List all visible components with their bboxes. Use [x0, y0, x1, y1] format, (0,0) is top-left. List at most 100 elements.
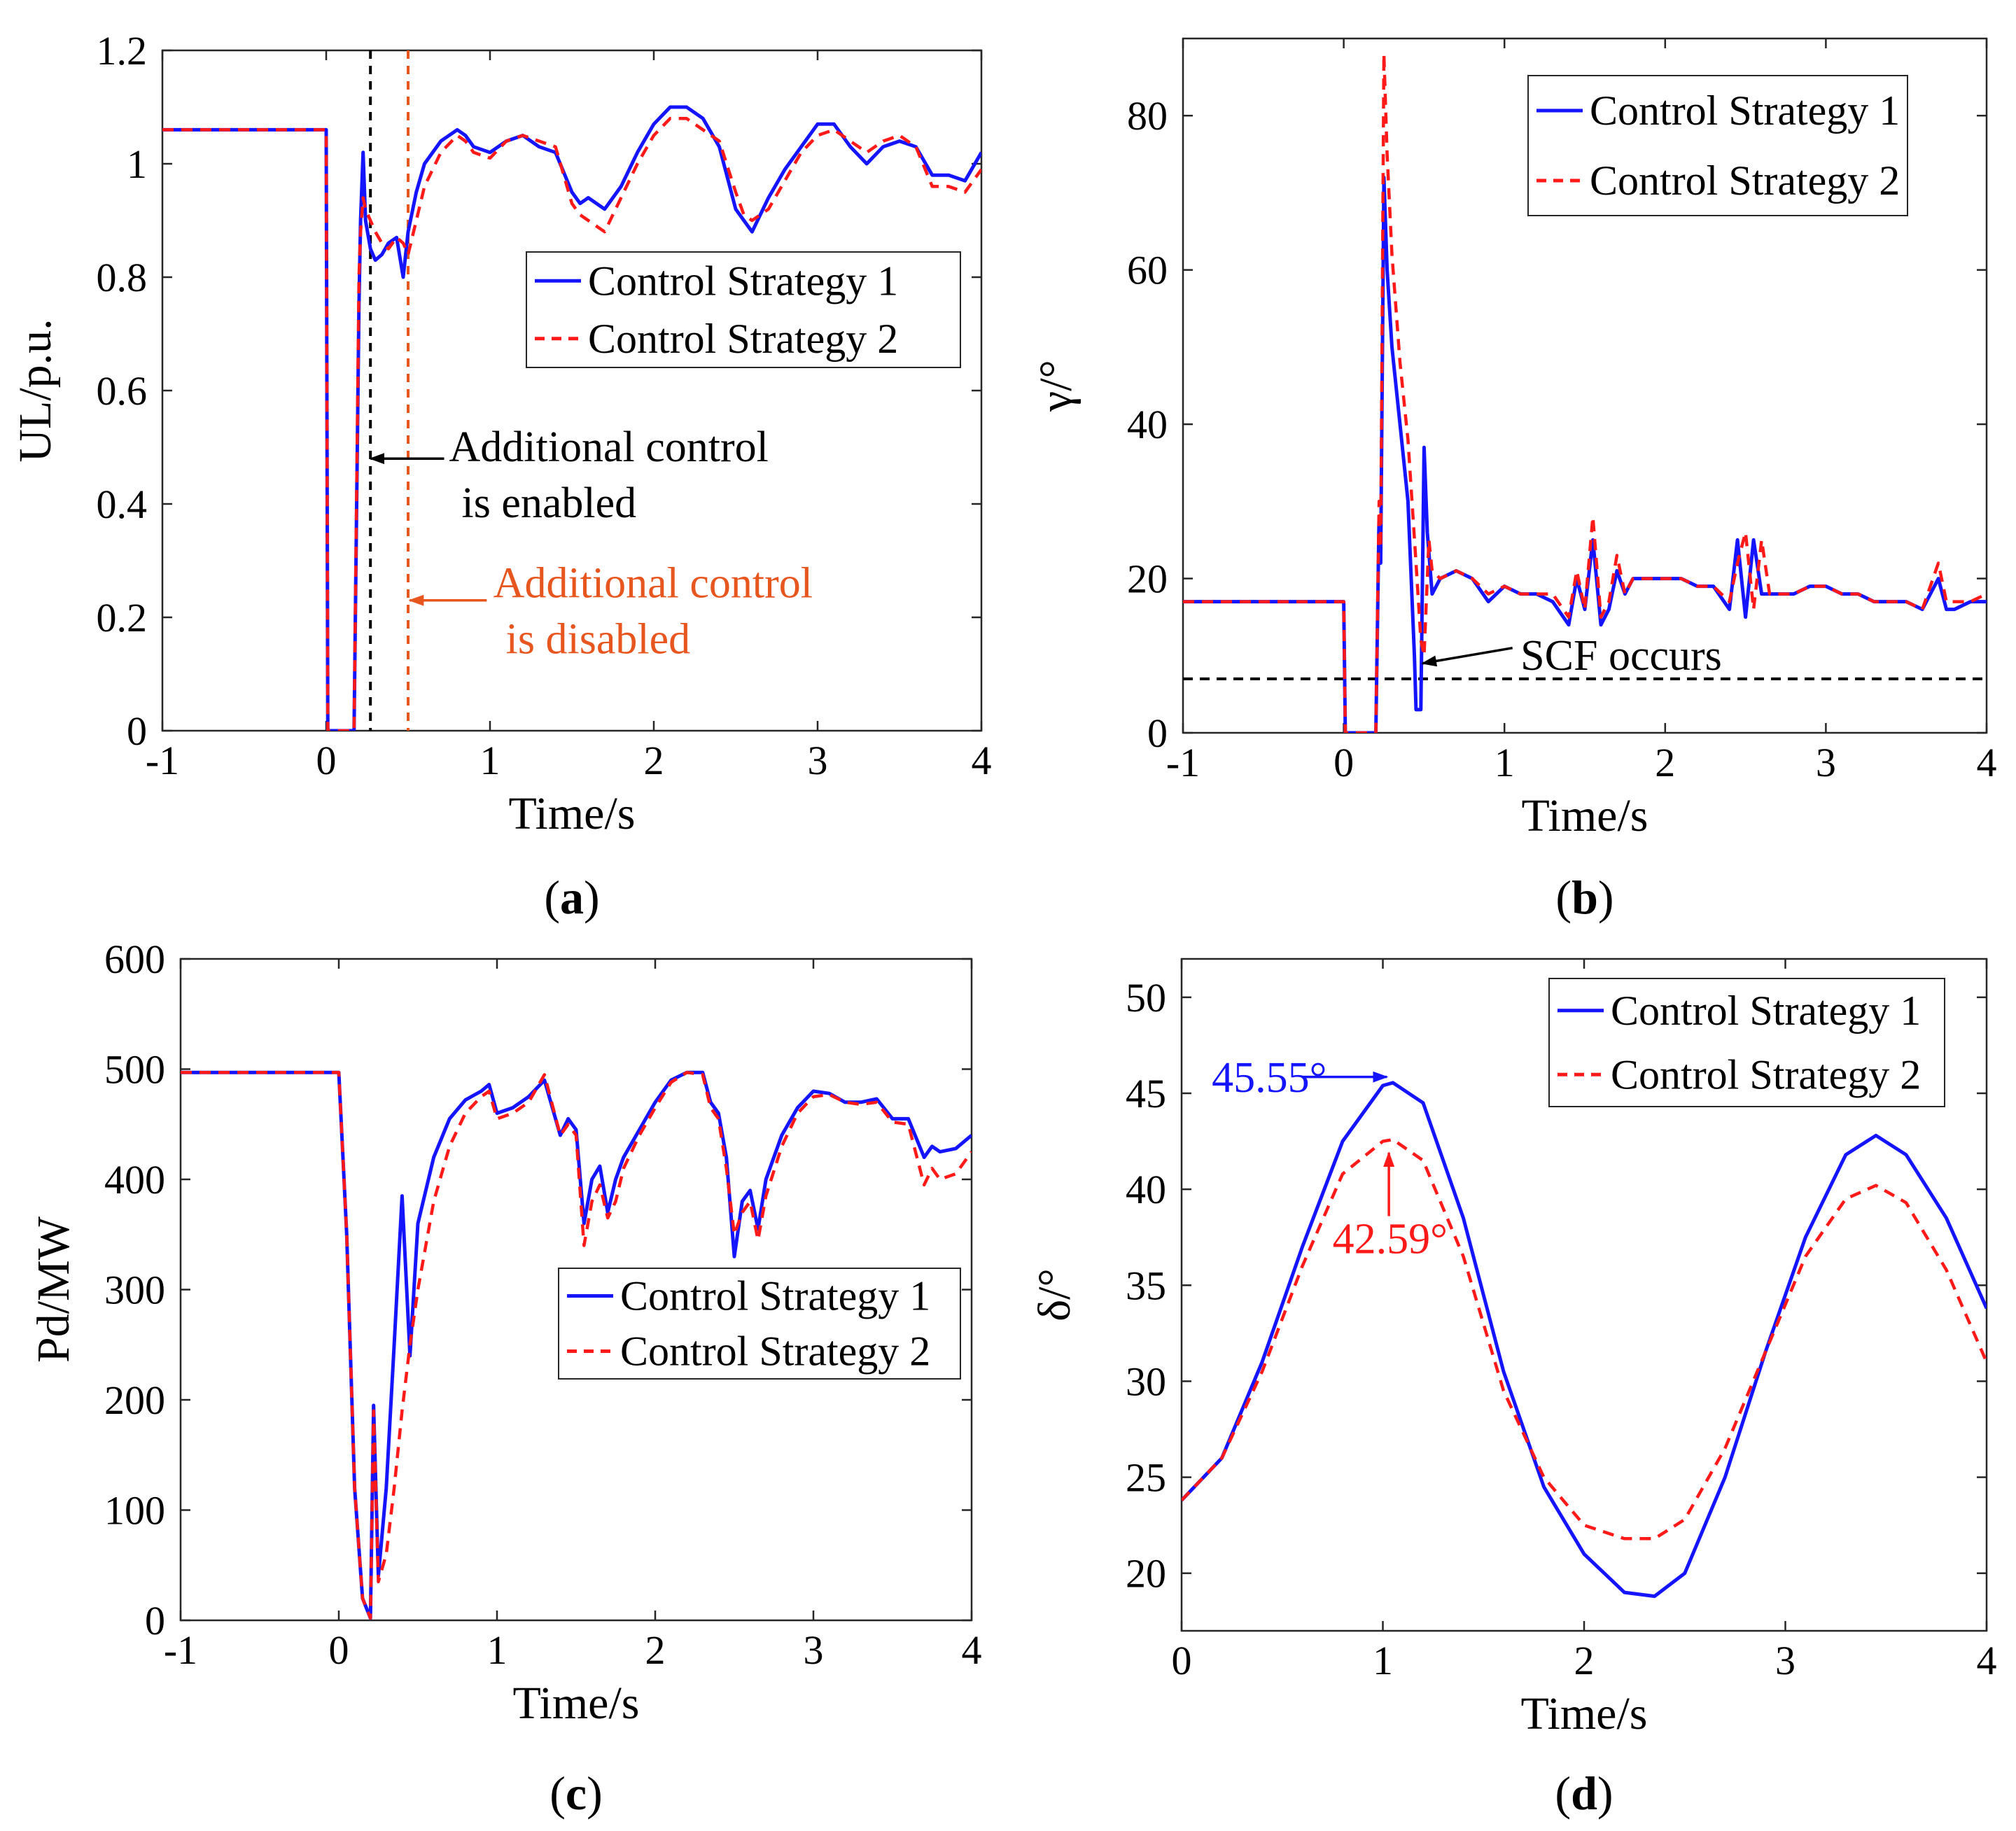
axes-frame [1182, 37, 1988, 734]
legend-box [1548, 978, 1945, 1107]
legend-label-2: Control Strategy 2 [620, 1328, 930, 1375]
y-tick-label: 0.4 [97, 482, 148, 527]
annotation-text: is enabled [462, 479, 637, 527]
legend: Control Strategy 1 Control Strategy 2 [558, 1268, 961, 1380]
y-tick-label: 0 [145, 1598, 165, 1643]
plot-area [1183, 52, 1987, 733]
series-line-1 [1183, 175, 1987, 733]
x-tick-label: 1 [480, 738, 500, 783]
y-axis-label: γ/° [1030, 360, 1082, 412]
annotation-text: 45.55° [1212, 1054, 1326, 1102]
x-tick-label: 0 [1334, 740, 1354, 785]
plot-area [162, 50, 981, 731]
x-tick-label: 3 [1816, 740, 1836, 785]
y-tick-label: 0 [127, 708, 147, 754]
panel-label: (d) [1555, 1767, 1613, 1820]
y-tick-label: 60 [1127, 248, 1168, 293]
panel-letter: c [566, 1767, 587, 1820]
y-tick-label: 100 [104, 1488, 165, 1534]
series-line-2 [1182, 1137, 1987, 1541]
x-tick-label: 2 [1655, 740, 1675, 785]
legend-box [558, 1268, 961, 1380]
x-tick-label: 2 [645, 1627, 666, 1673]
annotation-arrow [1421, 647, 1513, 667]
x-tick-label: 1 [487, 1627, 507, 1673]
plot-area [1182, 1081, 1987, 1599]
x-tick-label: 4 [1977, 740, 1997, 785]
x-axis-label: Time/s [513, 1678, 640, 1729]
annotation-text: Additional control [449, 423, 769, 471]
legend-label-1: Control Strategy 1 [620, 1273, 930, 1319]
panel-d: 0 1 2 3 4 20 25 30 35 40 45 50 Time/s δ/° (d) 45.55° 42.… [1029, 957, 1997, 1820]
x-axis-label: Time/s [1521, 1688, 1648, 1739]
x-tick-label: 1 [1373, 1638, 1393, 1683]
x-tick-label: 1 [1494, 740, 1515, 785]
y-tick-label: 1 [127, 141, 147, 187]
y-tick-label: 20 [1126, 1551, 1166, 1597]
y-tick-label: 50 [1126, 975, 1166, 1020]
series-line-2 [181, 1070, 972, 1620]
x-tick-label: 2 [1574, 1638, 1595, 1683]
legend-box [1527, 75, 1908, 216]
x-tick-label: 0 [1172, 1638, 1192, 1683]
y-tick-label: 300 [104, 1268, 165, 1313]
series-line-2 [162, 116, 981, 731]
plot-area [181, 1070, 972, 1620]
series-line-2 [1183, 52, 1987, 733]
x-tick-label: 4 [1977, 1638, 1997, 1683]
x-tick-label: 0 [316, 738, 337, 783]
annotation-text: is disabled [506, 615, 690, 663]
legend-label-2: Control Strategy 2 [1611, 1051, 1921, 1097]
series-line-1 [1182, 1081, 1987, 1599]
legend-label-2: Control Strategy 2 [1590, 157, 1900, 204]
panels-group: -1 0 1 2 3 400.20.40.60.811.2Time/sUL/p.u.(a)… [10, 28, 1997, 1820]
y-tick-label: 200 [104, 1377, 165, 1423]
y-tick-label: 0 [1147, 710, 1168, 756]
y-tick-label: 500 [104, 1047, 165, 1093]
legend-label-1: Control Strategy 1 [588, 258, 898, 304]
panel-label: (a) [544, 871, 599, 924]
y-tick-label: 30 [1126, 1359, 1166, 1404]
x-tick-label: -1 [164, 1627, 197, 1673]
legend: Control Strategy 1 Control Strategy 2 [526, 251, 961, 368]
y-tick-label: 20 [1127, 556, 1168, 602]
x-tick-label: 3 [804, 1627, 824, 1673]
y-tick-label: 40 [1126, 1167, 1166, 1212]
legend-label-1: Control Strategy 1 [1611, 988, 1921, 1034]
x-tick-label: -1 [146, 738, 179, 783]
y-tick-label: 40 [1127, 402, 1168, 447]
y-tick-label: 400 [104, 1157, 165, 1202]
y-tick-label: 0.2 [97, 595, 148, 640]
y-tick-label: 1.2 [97, 28, 148, 73]
panel-a: -1 0 1 2 3 400.20.40.60.811.2Time/sUL/p.u.(a)… [10, 28, 992, 924]
y-axis-label: δ/° [1029, 1268, 1080, 1321]
panel-c: -1 0 1 2 3 40100200300400500600Time/sPd/MW(c)… [28, 936, 982, 1820]
y-axis-label: UL/p.u. [10, 318, 61, 462]
y-tick-label: 0.8 [97, 255, 148, 300]
panel-letter: a [560, 871, 584, 924]
annotation-text: SCF occurs [1520, 632, 1722, 680]
y-tick-label: 600 [104, 936, 165, 982]
x-tick-label: 3 [808, 738, 828, 783]
x-axis-label: Time/s [509, 788, 636, 839]
y-axis-label: Pd/MW [28, 1216, 79, 1363]
x-tick-label: -1 [1166, 740, 1200, 785]
y-tick-label: 35 [1126, 1263, 1166, 1308]
x-tick-label: 4 [962, 1627, 982, 1673]
y-tick-label: 45 [1126, 1071, 1166, 1116]
series-line-1 [162, 105, 981, 731]
panel-label: (c) [550, 1767, 603, 1820]
x-tick-label: 4 [972, 738, 992, 783]
legend: Control Strategy 1 Control Strategy 2 [1548, 978, 1945, 1107]
x-tick-label: 3 [1775, 1638, 1795, 1683]
annotation-text: Additional control [493, 559, 813, 607]
x-tick-label: 2 [644, 738, 664, 783]
panel-label: (b) [1555, 871, 1614, 924]
legend-box [526, 251, 961, 368]
y-tick-label: 80 [1127, 93, 1168, 139]
x-tick-label: 0 [329, 1627, 349, 1673]
y-tick-label: 25 [1126, 1455, 1166, 1501]
y-tick-label: 0.6 [97, 368, 148, 414]
